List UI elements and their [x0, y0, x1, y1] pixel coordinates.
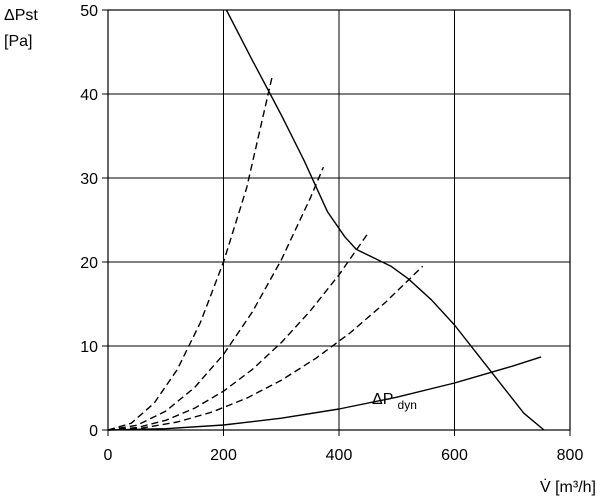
y-tick-label: 10 — [80, 339, 98, 356]
x-tick-label: 400 — [326, 447, 353, 464]
x-tick-label: 800 — [557, 447, 584, 464]
fan-curve-line — [225, 9, 545, 431]
y-tick-label: 40 — [80, 87, 98, 104]
system-curve-line — [107, 265, 424, 431]
x-axis-label: V̇ [m³/h] — [540, 478, 596, 496]
dynamic-pressure-label-sub: dyn — [398, 398, 417, 412]
y-tick-label: 50 — [80, 3, 98, 20]
dynamic-pressure-label: ΔP dyn — [372, 391, 417, 412]
x-tick-label: 0 — [104, 447, 113, 464]
tick-labels: 0 200 400 600 800 0 10 20 30 40 50 — [80, 3, 583, 464]
y-axis-label: ΔPst [Pa] — [4, 7, 42, 50]
y-axis-label-line1: ΔPst — [4, 7, 38, 24]
system-curve-line — [107, 74, 274, 431]
y-tick-label: 30 — [80, 171, 98, 188]
y-tick-label: 0 — [89, 423, 98, 440]
grid — [108, 10, 570, 430]
x-tick-label: 600 — [441, 447, 468, 464]
y-axis-label-line2: [Pa] — [4, 33, 32, 50]
y-tick-label: 20 — [80, 255, 98, 272]
dynamic-pressure-line — [107, 356, 542, 431]
system-curve-line — [107, 166, 325, 431]
series-layer — [107, 9, 545, 431]
x-tick-label: 200 — [210, 447, 237, 464]
dynamic-pressure-label-main: ΔP — [372, 391, 393, 408]
system-curve-line — [107, 232, 369, 431]
